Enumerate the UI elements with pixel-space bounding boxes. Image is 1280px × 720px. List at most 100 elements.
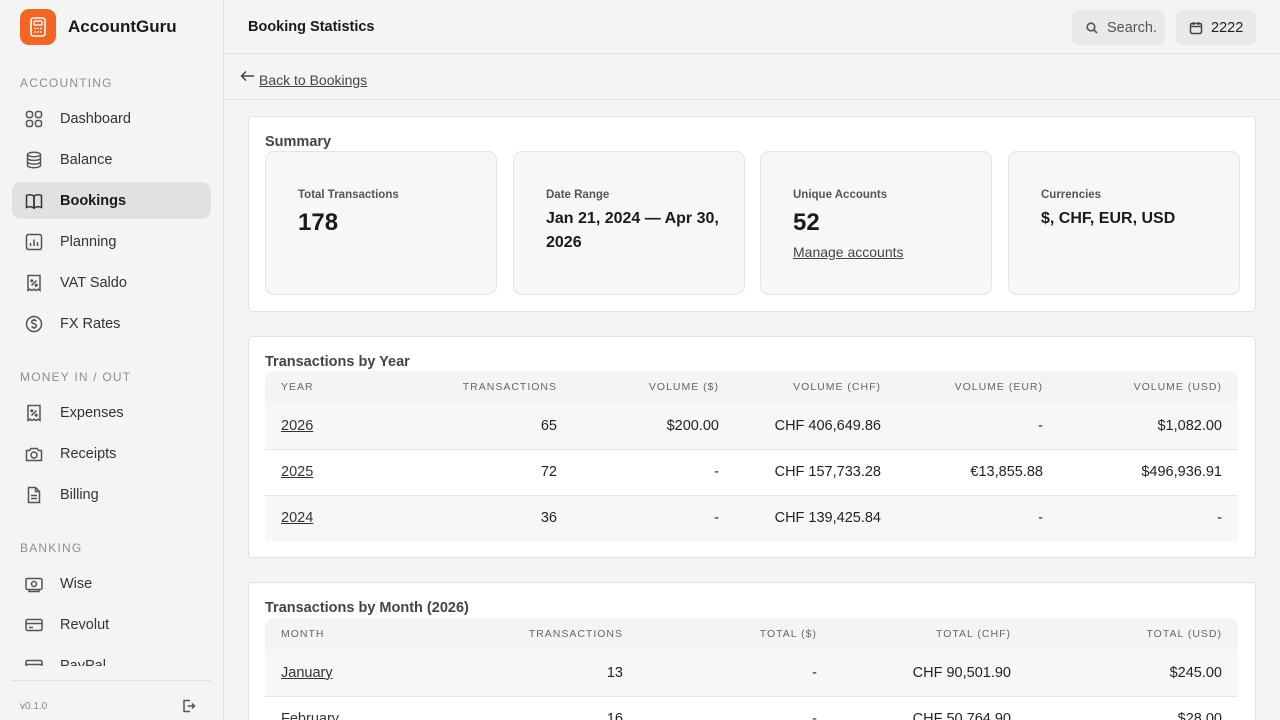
transactions-by-month-card: Transactions by Month (2026) MONTH TRANS… <box>248 582 1256 720</box>
receipt-percent-icon <box>24 273 44 293</box>
year-link[interactable]: 2024 <box>281 510 314 527</box>
document-icon <box>24 485 44 505</box>
table-cell: $496,936.91 <box>1059 448 1238 495</box>
table-cell: - <box>573 448 735 495</box>
calculator-logo-icon <box>20 9 56 45</box>
chart-icon <box>24 232 44 252</box>
stat-total-transactions: Total Transactions 178 <box>265 151 497 295</box>
year-link[interactable]: 2026 <box>281 417 314 434</box>
table-cell: $28.00 <box>1027 695 1238 720</box>
year-cell: 2024 <box>265 494 425 541</box>
table-cell: - <box>1059 494 1238 541</box>
by-month-table: MONTH TRANSACTIONS TOTAL ($) TOTAL (CHF)… <box>265 618 1238 720</box>
table-cell: 36 <box>425 494 573 541</box>
year-link[interactable]: 2025 <box>281 464 314 480</box>
back-bar: Back to Bookings <box>224 54 1280 100</box>
month-cell: January <box>265 650 445 696</box>
column-header: TRANSACTIONS <box>528 628 623 640</box>
stat-currencies: Currencies $, CHF, EUR, USD <box>1008 151 1240 295</box>
month-link[interactable]: January <box>281 664 333 681</box>
sidebar-item-label: PayPal <box>60 657 106 667</box>
table-cell: €13,855.88 <box>897 448 1059 495</box>
column-header: TRANSACTIONS <box>462 381 557 393</box>
nav-section-money: MONEY IN / OUT <box>20 370 132 384</box>
nav-section-banking: BANKING <box>20 541 83 555</box>
table-row: January 13 - CHF 90,501.90 $245.00 <box>265 650 1238 696</box>
banknote-icon <box>24 574 44 594</box>
sidebar-item-receipts[interactable]: Receipts <box>12 435 211 472</box>
year-cell: 2025 <box>265 448 425 495</box>
year-value: 2222 <box>1211 19 1244 36</box>
year-selector[interactable]: 2222 <box>1176 10 1256 45</box>
table-cell: CHF 157,733.28 <box>735 448 897 495</box>
search-label: Search. <box>1107 19 1157 36</box>
sidebar-item-billing[interactable]: Billing <box>12 476 211 513</box>
sidebar-item-balance[interactable]: Balance <box>12 141 211 178</box>
column-header: TOTAL (CHF) <box>936 628 1011 640</box>
logout-icon[interactable] <box>182 699 198 715</box>
column-header: VOLUME (EUR) <box>954 381 1043 393</box>
sidebar-item-dashboard[interactable]: Dashboard <box>12 100 211 137</box>
table-cell: - <box>1038 417 1043 434</box>
month-cell: February <box>265 695 445 720</box>
app-name: AccountGuru <box>68 17 177 36</box>
sidebar-item-label: Receipts <box>60 445 117 462</box>
sidebar-item-revolut[interactable]: Revolut <box>12 606 211 643</box>
sidebar-item-label: FX Rates <box>60 315 121 332</box>
table-header-row: YEAR TRANSACTIONS VOLUME ($) VOLUME (CHF… <box>265 371 1238 403</box>
search-button[interactable]: Search. <box>1072 10 1165 45</box>
sidebar: AccountGuru ACCOUNTING Dashboard Balance… <box>0 0 224 720</box>
table-cell: CHF 139,425.84 <box>735 494 897 541</box>
table-row: 2025 72 - CHF 157,733.28 €13,855.88 $496… <box>265 448 1238 495</box>
stat-label: Total Transactions <box>298 189 399 201</box>
summary-title: Summary <box>265 134 332 150</box>
sidebar-item-fx-rates[interactable]: FX Rates <box>12 305 211 342</box>
table-cell: 16 <box>445 695 639 720</box>
table-cell: - <box>639 695 833 720</box>
stat-value: 178 <box>298 209 339 236</box>
sidebar-item-paypal[interactable]: PayPal <box>12 654 211 666</box>
year-cell: 2026 <box>265 403 425 449</box>
column-header: TOTAL (USD) <box>1146 628 1222 640</box>
table-cell: CHF 406,649.86 <box>774 417 881 434</box>
page-title: Booking Statistics <box>248 19 375 35</box>
sidebar-item-label: Revolut <box>60 616 110 633</box>
column-header: VOLUME (CHF) <box>793 381 881 393</box>
table-cell: 13 <box>606 664 623 681</box>
table-row: 2026 65 $200.00 CHF 406,649.86 - $1,082.… <box>265 403 1238 449</box>
table-cell: 65 <box>540 417 557 434</box>
table-cell: $245.00 <box>1169 664 1222 681</box>
by-month-title: Transactions by Month (2026) <box>265 600 469 616</box>
sidebar-item-bookings[interactable]: Bookings <box>12 182 211 219</box>
sidebar-item-wise[interactable]: Wise <box>12 565 211 602</box>
receipt-icon <box>24 403 44 423</box>
camera-icon <box>24 444 44 464</box>
sidebar-item-label: Billing <box>60 486 99 503</box>
sidebar-item-label: VAT Saldo <box>60 274 127 291</box>
brand[interactable]: AccountGuru <box>20 9 177 45</box>
sidebar-item-vat-saldo[interactable]: VAT Saldo <box>12 264 211 301</box>
stat-label: Date Range <box>546 189 610 201</box>
stat-value: $, CHF, EUR, USD <box>1041 210 1176 227</box>
column-header: VOLUME ($) <box>648 381 719 393</box>
manage-accounts-link[interactable]: Manage accounts <box>793 244 904 260</box>
sidebar-item-expenses[interactable]: Expenses <box>12 394 211 431</box>
back-to-bookings-link[interactable]: Back to Bookings <box>240 70 367 88</box>
month-link[interactable]: February <box>281 711 340 720</box>
table-cell: 72 <box>425 448 573 495</box>
sidebar-item-label: Expenses <box>60 404 124 421</box>
app-version: v0.1.0 <box>20 701 48 712</box>
sidebar-item-label: Dashboard <box>60 110 131 127</box>
column-header: TOTAL ($) <box>759 628 817 640</box>
calendar-icon <box>1189 21 1203 34</box>
table-row: 2024 36 - CHF 139,425.84 - - <box>265 494 1238 541</box>
stat-date-range: Date Range Jan 21, 2024 — Apr 30, 2026 <box>513 151 745 295</box>
sidebar-item-planning[interactable]: Planning <box>12 223 211 260</box>
stat-value: 52 <box>793 209 820 236</box>
stat-unique-accounts: Unique Accounts 52 Manage accounts <box>760 151 992 295</box>
sidebar-scroll-clip: PayPal <box>12 654 211 666</box>
sidebar-item-label: Bookings <box>60 192 127 209</box>
transactions-by-year-card: Transactions by Year YEAR TRANSACTIONS V… <box>248 336 1256 558</box>
grid-icon <box>24 109 44 129</box>
top-header: Booking Statistics Search. 2222 <box>224 0 1280 54</box>
